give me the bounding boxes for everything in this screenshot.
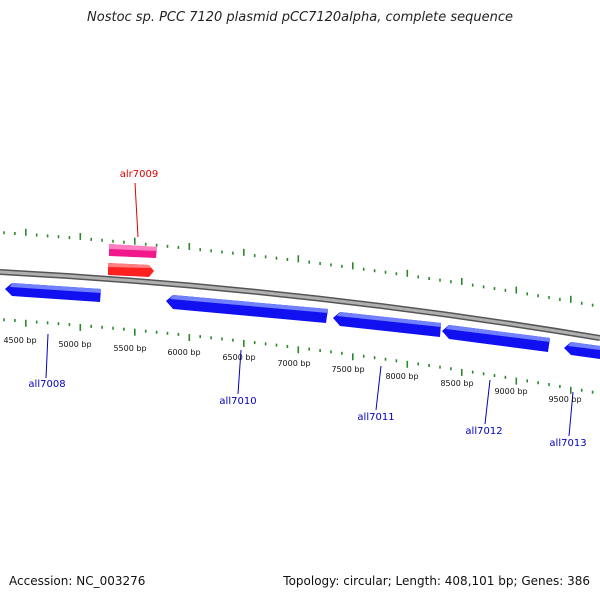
gene-all7008[interactable]	[5, 283, 101, 302]
gene-alr7009-cds[interactable]	[109, 244, 157, 258]
scale-label: 7500 bp	[331, 365, 364, 374]
tick-marks	[3, 228, 594, 394]
gene-label-alr7009[interactable]: alr7009	[120, 169, 158, 180]
accession-label: Accession: NC_003276	[9, 574, 146, 588]
gene-label-all7010[interactable]: all7010	[219, 396, 256, 407]
gene-all7011[interactable]	[333, 312, 441, 337]
scale-label: 7000 bp	[277, 359, 310, 368]
gene-alr7009-gene[interactable]	[108, 263, 154, 277]
scale-label: 8500 bp	[440, 379, 473, 388]
map-title: Nostoc sp. PCC 7120 plasmid pCC7120alpha…	[87, 10, 513, 25]
backbone-line	[0, 269, 600, 341]
scale-label: 9000 bp	[494, 387, 527, 396]
scale-label: 4500 bp	[3, 336, 36, 345]
backbone	[0, 269, 600, 341]
gene-all7010[interactable]	[166, 295, 328, 323]
scale-label: 5500 bp	[113, 344, 146, 353]
sequence-summary: Topology: circular; Length: 408,101 bp; …	[283, 574, 590, 588]
gene-all7012[interactable]	[442, 325, 550, 352]
gene-label-all7013[interactable]: all7013	[549, 438, 586, 449]
scale-label: 9500 bp	[548, 395, 581, 404]
gene-all7013[interactable]	[564, 342, 600, 359]
scale-label: 6500 bp	[222, 353, 255, 362]
gene-label-all7008[interactable]: all7008	[28, 379, 65, 390]
gene-callouts	[45, 182, 574, 437]
gene-label-all7012[interactable]: all7012	[465, 426, 502, 437]
scale-label: 5000 bp	[58, 340, 91, 349]
gene-label-all7011[interactable]: all7011	[357, 412, 394, 423]
scale-label: 8000 bp	[385, 372, 418, 381]
scale-label: 6000 bp	[167, 348, 200, 357]
